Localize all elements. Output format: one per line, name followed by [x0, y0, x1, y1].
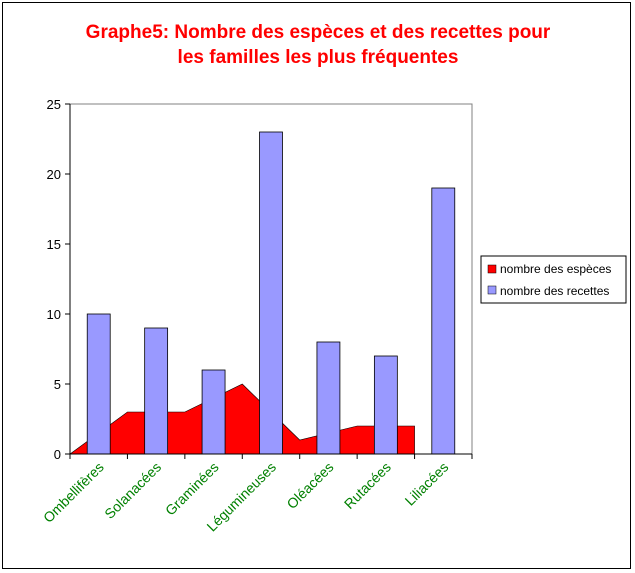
bar-recettes-4	[259, 131, 283, 455]
x-category-label: Oléacées	[283, 459, 336, 512]
legend: nombre des espèces nombre des recettes	[480, 255, 627, 304]
bar-recettes-2	[144, 327, 169, 455]
x-category-label: Ombellifères	[40, 459, 107, 526]
chart-title-line-1: Graphe5: Nombre des espèces et des recet…	[86, 22, 551, 43]
y-tick-label: 10	[47, 307, 61, 322]
x-category-label: Graminées	[162, 459, 222, 519]
legend-box	[480, 255, 627, 304]
x-category-label: Solanacées	[101, 459, 164, 522]
y-tick-label: 25	[47, 97, 61, 112]
legend-swatch-recettes	[487, 285, 497, 295]
bar-recettes-6	[373, 355, 398, 455]
x-category-label: Rutacées	[341, 459, 394, 512]
bar-recettes-1	[86, 313, 111, 455]
y-tick-label: 20	[47, 167, 61, 182]
legend-label-especes: nombre des espèces	[500, 262, 611, 276]
bar-recettes-3	[201, 369, 226, 455]
y-tick-label: 15	[47, 237, 61, 252]
bar-recettes-5	[316, 341, 341, 455]
y-tick-label: 5	[54, 377, 61, 392]
legend-swatch-especes	[487, 264, 497, 274]
bar-recettes-7	[431, 187, 456, 455]
x-category-label: Liliacées	[402, 459, 452, 509]
y-tick-label: 0	[54, 447, 61, 462]
legend-label-recettes: nombre des recettes	[500, 284, 609, 298]
chart-title-line-2: les familles les plus fréquentes	[178, 47, 459, 68]
